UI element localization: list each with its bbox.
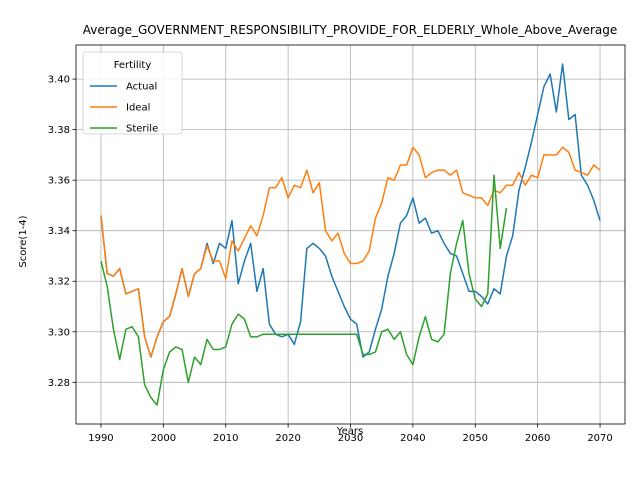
y-tick-label: 3.36 <box>48 176 70 187</box>
y-tick-label: 3.32 <box>48 277 70 288</box>
legend-entry-ideal: Ideal <box>126 103 150 114</box>
x-tick-label: 2040 <box>400 433 425 444</box>
legend-title: Fertility <box>114 60 152 71</box>
x-tick-label: 2070 <box>587 433 612 444</box>
y-axis-label: Score(1-4) <box>18 215 29 267</box>
legend-entry-sterile: Sterile <box>126 124 158 135</box>
y-tick-label: 3.28 <box>48 378 70 389</box>
x-tick-label: 2020 <box>275 433 300 444</box>
y-tick-label: 3.38 <box>48 125 70 136</box>
y-tick-label: 3.34 <box>48 226 70 237</box>
plot-area: 1990 2000 2010 2020 2030 2040 2050 2060 2070 3.28… <box>48 44 626 444</box>
legend-entry-actual: Actual <box>126 82 157 93</box>
legend-box <box>82 51 183 135</box>
legend: Fertility Actual Ideal Sterile <box>82 51 183 135</box>
x-tick-label: 1990 <box>88 433 113 444</box>
x-tick-label: 2050 <box>463 433 488 444</box>
y-tick-label: 3.40 <box>48 75 70 86</box>
chart-title: Average_GOVERNMENT_RESPONSIBILITY_PROVID… <box>83 23 618 37</box>
series-line-ideal <box>100 146 601 358</box>
x-tick-label: 2060 <box>525 433 550 444</box>
series-line-sterile <box>100 174 508 406</box>
x-tick-label: 2010 <box>213 433 238 444</box>
x-tick-label: 2000 <box>151 433 176 444</box>
x-axis-label: Years <box>336 426 363 437</box>
y-tick-label: 3.30 <box>48 327 70 338</box>
x-tick-label: 2030 <box>338 433 363 444</box>
